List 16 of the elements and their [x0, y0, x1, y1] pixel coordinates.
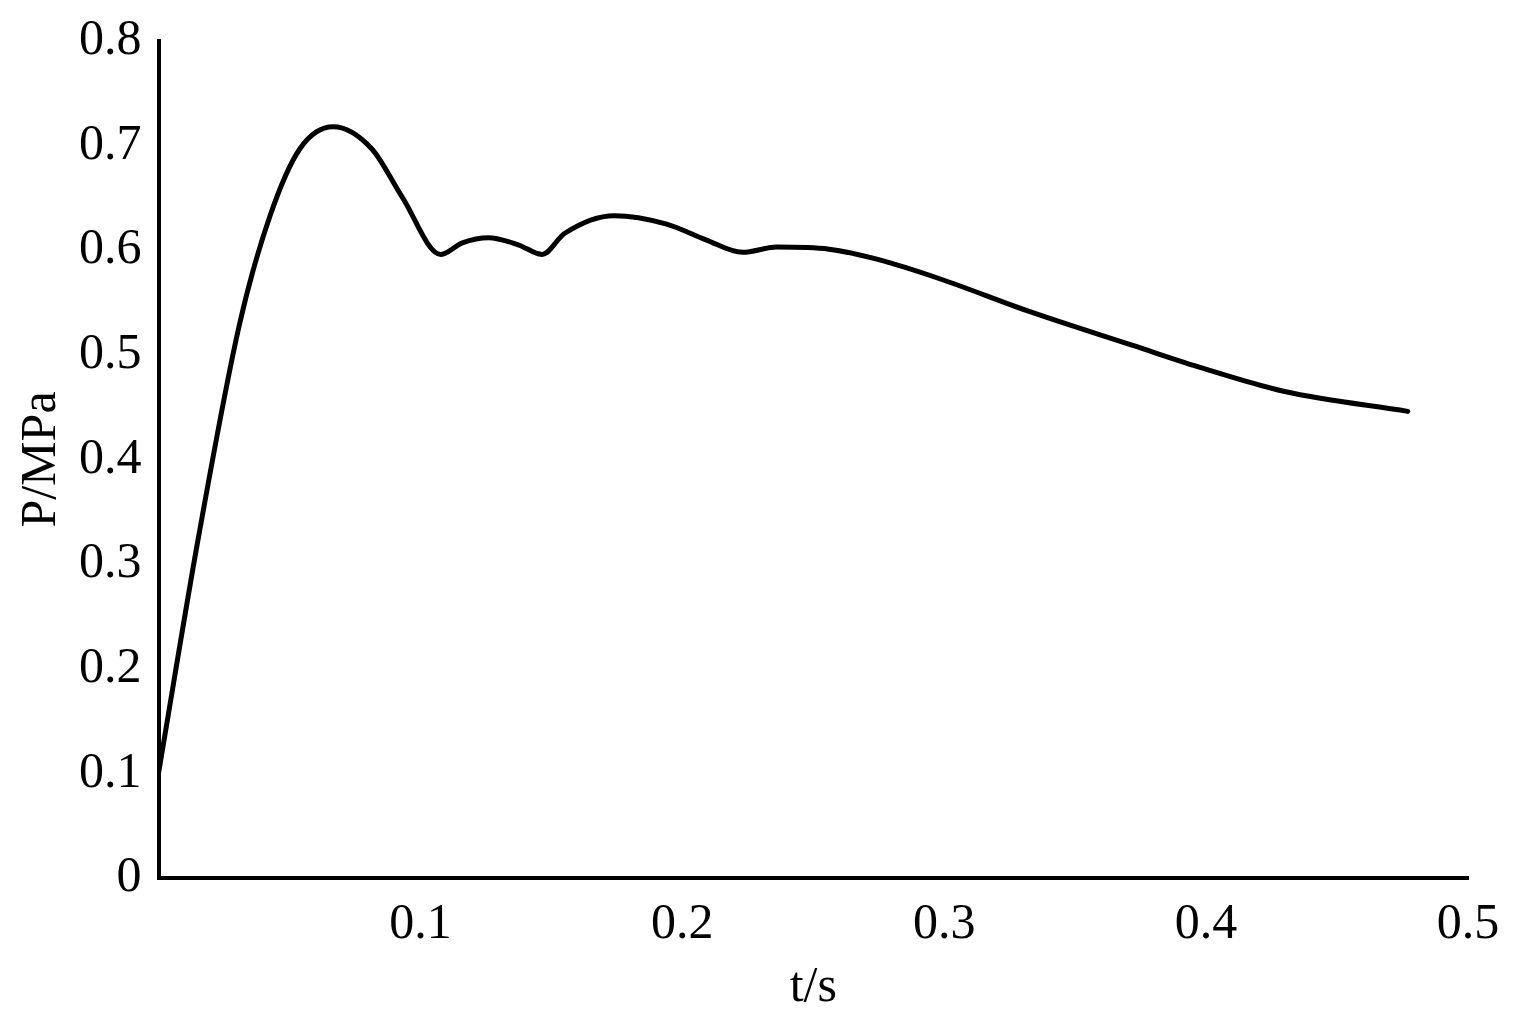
- y-tick-label: 0.8: [79, 9, 142, 66]
- y-tick-label: 0.7: [79, 113, 142, 170]
- y-tick-label: 0.3: [79, 532, 142, 589]
- x-axis-title: t/s: [789, 956, 837, 1013]
- y-tick-label: 0: [116, 846, 142, 903]
- y-tick-label: 0.2: [79, 636, 142, 693]
- x-tick-label: 0.3: [912, 893, 976, 950]
- y-tick-label: 0.1: [79, 741, 142, 798]
- y-tick-label: 0.5: [79, 323, 142, 379]
- x-tick-label: 0.4: [1174, 893, 1238, 950]
- x-tick-label: 0.2: [651, 893, 714, 950]
- y-axis-title: P/MPa: [10, 391, 67, 528]
- x-tick-label: 0.1: [389, 893, 452, 950]
- x-tick-label: 0.5: [1436, 893, 1500, 950]
- y-tick-label: 0.4: [79, 427, 142, 484]
- y-tick-label: 0.6: [79, 218, 142, 275]
